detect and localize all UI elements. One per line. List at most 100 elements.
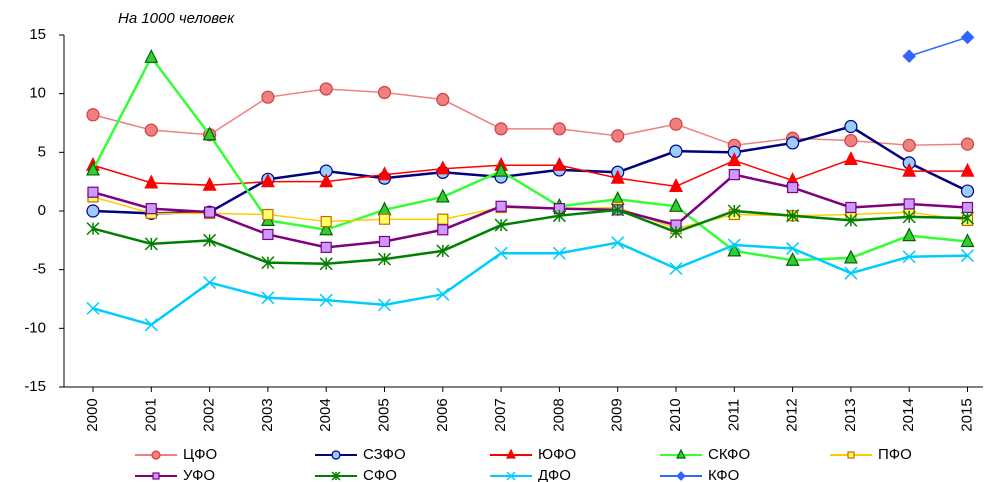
marker: [785, 136, 800, 150]
marker: [436, 287, 450, 301]
x-tick-label: 2012: [784, 398, 801, 431]
marker: [844, 266, 858, 280]
marker: [377, 166, 392, 181]
marker: [669, 197, 683, 212]
x-tick-label: 2002: [201, 398, 218, 431]
marker: [960, 30, 975, 45]
marker: [552, 122, 567, 136]
y-tick-label: -15: [24, 378, 46, 395]
marker: [86, 108, 100, 122]
marker: [843, 151, 858, 165]
marker: [261, 256, 275, 270]
marker: [145, 203, 157, 215]
x-tick-label: 2003: [259, 398, 276, 431]
marker: [378, 235, 391, 248]
marker: [319, 257, 333, 271]
marker: [844, 134, 858, 148]
marker: [961, 201, 974, 214]
marker: [260, 173, 275, 188]
marker: [144, 123, 158, 137]
marker: [552, 246, 566, 260]
marker: [86, 161, 100, 176]
marker: [844, 119, 858, 134]
marker: [202, 176, 217, 191]
legend-label: ЮФО: [538, 446, 576, 463]
marker: [494, 122, 508, 136]
x-tick-label: 2006: [434, 398, 451, 431]
marker: [786, 181, 799, 194]
marker: [320, 241, 332, 253]
marker: [506, 471, 516, 481]
marker: [844, 213, 858, 227]
marker: [786, 242, 800, 256]
marker: [960, 211, 975, 225]
marker: [87, 186, 99, 198]
marker: [903, 198, 915, 210]
marker: [144, 48, 159, 63]
marker: [319, 293, 333, 307]
marker: [727, 204, 741, 218]
marker: [144, 237, 158, 251]
marker: [494, 218, 508, 232]
marker: [377, 252, 392, 266]
marker: [144, 174, 159, 189]
series-line: [92, 208, 968, 266]
series-line: [92, 125, 969, 215]
y-tick-label: -5: [33, 261, 46, 278]
x-tick-label: 2009: [609, 398, 626, 431]
marker: [436, 92, 450, 107]
marker: [378, 213, 391, 225]
marker: [727, 238, 741, 252]
y-tick-label: -10: [24, 319, 46, 336]
marker: [669, 117, 683, 131]
series-line: [91, 54, 968, 262]
x-tick-label: 2011: [725, 399, 742, 431]
marker: [960, 233, 975, 248]
marker: [727, 242, 742, 257]
x-tick-label: 2014: [900, 398, 917, 431]
marker: [845, 201, 857, 214]
marker: [86, 204, 100, 218]
marker: [152, 472, 160, 480]
legend-label: ЦФО: [183, 446, 217, 463]
marker: [902, 49, 917, 63]
legend-label: СФО: [363, 467, 397, 482]
marker: [262, 228, 274, 241]
marker: [506, 448, 516, 459]
marker: [320, 215, 332, 228]
marker: [202, 126, 217, 141]
marker: [203, 276, 217, 290]
legend-label: УФО: [183, 467, 215, 482]
marker: [676, 471, 686, 481]
series-line: [92, 88, 968, 147]
marker: [319, 82, 333, 96]
marker: [151, 450, 161, 460]
marker: [610, 169, 625, 184]
marker: [436, 244, 450, 258]
marker: [319, 221, 334, 236]
marker: [494, 246, 508, 260]
series-line: [92, 241, 968, 327]
marker: [843, 249, 858, 264]
marker: [377, 298, 392, 312]
series-line: [92, 158, 968, 188]
marker: [611, 236, 625, 250]
marker: [676, 448, 686, 459]
y-tick-label: 0: [38, 202, 46, 219]
marker: [261, 291, 275, 305]
marker: [902, 138, 916, 152]
legend-label: КФО: [708, 467, 739, 482]
marker: [437, 224, 449, 236]
marker: [669, 178, 683, 192]
marker: [960, 162, 975, 177]
marker: [960, 249, 975, 263]
marker: [86, 301, 100, 315]
x-tick-label: 2001: [142, 398, 159, 431]
x-tick-label: 2013: [842, 398, 859, 431]
x-tick-label: 2010: [667, 398, 684, 431]
marker: [435, 160, 450, 175]
series-line: [908, 36, 968, 57]
x-tick-label: 2008: [550, 398, 567, 431]
legend-label: ПФО: [878, 446, 912, 463]
